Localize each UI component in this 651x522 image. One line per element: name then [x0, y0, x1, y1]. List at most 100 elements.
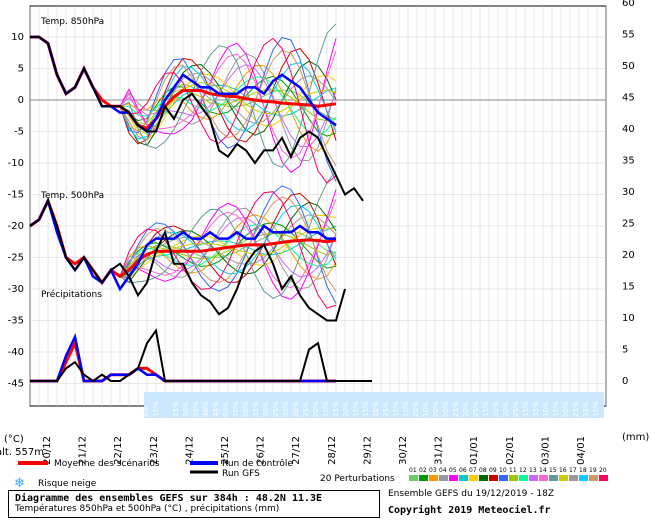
snow-risk-value: 15% [582, 401, 590, 417]
snow-risk-value: 10% [422, 401, 430, 417]
left-tick-label: -40 [8, 347, 24, 358]
snow-risk-value: 70% [232, 401, 240, 417]
snow-risk-value: 20% [432, 401, 440, 417]
right-tick-label: 40 [622, 124, 635, 135]
left-tick-label: -20 [8, 221, 24, 232]
panel-title-850: Temp. 850hPa [40, 17, 104, 27]
snow-risk-value: 25% [382, 401, 390, 417]
snow-risk-value: 20% [412, 401, 420, 417]
perturbation-swatch [529, 475, 538, 481]
series-line-850 [30, 36, 364, 202]
perturbation-number: 09 [489, 467, 497, 474]
series-line-precip [30, 328, 372, 383]
perturbation-number: 17 [569, 467, 577, 474]
right-tick-label: 20 [622, 250, 635, 261]
right-tick-label: 30 [622, 187, 635, 198]
right-tick-label: 35 [622, 156, 635, 167]
perturbation-number: 14 [539, 467, 547, 474]
perturbation-number: 11 [509, 467, 517, 474]
main-series-lines [29, 35, 372, 383]
snow-risk-value: 10% [372, 401, 380, 417]
snow-risk-value: 35% [532, 401, 540, 417]
right-tick-label: 5 [622, 345, 628, 356]
x-axis-labels: 20/12 21/12 22/12 23/12 24/12 25/12 26/12 27/12… [42, 436, 587, 465]
snow-risk-value: 60% [222, 401, 230, 417]
x-tick-label: 04/01 [576, 436, 587, 465]
x-tick-label: 23/12 [149, 436, 160, 465]
perturbation-number: 15 [549, 467, 557, 474]
perturbation-swatch [489, 475, 498, 481]
snow-risk-value: 30% [182, 401, 190, 417]
snow-risk-value: 25% [472, 401, 480, 417]
footer-box: Diagramme des ensembles GEFS sur 384h : … [8, 490, 380, 518]
panel-title-500: Temp. 500hPa [40, 191, 104, 201]
snow-risk-value: 25% [572, 401, 580, 417]
left-axis-unit: (°C) [4, 434, 24, 445]
left-tick-label: -15 [8, 190, 24, 201]
left-tick-label: 5 [18, 64, 24, 75]
perturbations-count: 20 Perturbations [320, 474, 395, 484]
snow-risk-value: 30% [292, 401, 300, 417]
perturbation-swatch [429, 475, 438, 481]
grid [29, 6, 607, 406]
x-tick-label: 26/12 [256, 436, 267, 465]
snow-risk-value: 15% [392, 401, 400, 417]
footer-ensemble: Ensemble GEFS du 19/12/2019 - 18Z [388, 489, 554, 499]
perturbation-swatch [409, 475, 418, 481]
perturbation-number: 06 [459, 467, 467, 474]
right-tick-label: 25 [622, 219, 635, 230]
left-tick-label: -30 [8, 284, 24, 295]
perturbation-swatch [549, 475, 558, 481]
snow-risk-band [144, 392, 604, 418]
snowflake-icon: ❄ [14, 476, 25, 488]
snow-risk-value: 15% [552, 401, 560, 417]
x-tick-label: 22/12 [113, 436, 124, 465]
x-tick-label: 20/12 [42, 436, 53, 465]
snow-risk-value: 40% [202, 401, 210, 417]
perturbation-swatch [459, 475, 468, 481]
x-tick-label: 01/01 [469, 436, 480, 465]
perturbation-number: 01 [409, 467, 417, 474]
snow-risk-value: 10% [322, 401, 330, 417]
snow-risk-value: 35% [252, 401, 260, 417]
snow-risk-value: 15% [152, 401, 160, 417]
perturbation-swatch [509, 475, 518, 481]
right-tick-label: 45 [622, 93, 635, 104]
perturbation-legend: 01 02 03 04 05 06 07 08 09 10 11 12 13 14 15 16 17 18 19 20 [409, 467, 608, 481]
x-tick-label: 29/12 [362, 436, 373, 465]
snow-risk-value: 45% [212, 401, 220, 417]
legend-gfs-label: Run GFS [222, 469, 260, 479]
snow-risk-value: 25% [272, 401, 280, 417]
snow-risk-value: 15% [482, 401, 490, 417]
left-tick-label: -5 [14, 127, 24, 138]
snow-risk-value: 25% [302, 401, 310, 417]
perturbation-number: 08 [479, 467, 487, 474]
right-tick-label: 50 [622, 61, 635, 72]
snow-risk-value: 20% [442, 401, 450, 417]
perturbation-number: 02 [419, 467, 427, 474]
snow-risk-value: 50% [242, 401, 250, 417]
left-tick-label: -35 [8, 316, 24, 327]
snow-risk-value: 15% [352, 401, 360, 417]
right-tick-label: 0 [622, 376, 628, 387]
right-axis-unit: (mm) [622, 432, 649, 443]
snow-risk-value: 20% [342, 401, 350, 417]
right-tick-label: 60 [622, 0, 635, 9]
snow-risk-value: 35% [192, 401, 200, 417]
right-tick-label: 55 [622, 30, 635, 41]
snow-risk-value: 30% [282, 401, 290, 417]
snow-risk-value: 15% [332, 401, 340, 417]
perturbation-swatch [419, 475, 428, 481]
x-tick-label: 31/12 [434, 436, 445, 465]
snow-risk-value: 25% [512, 401, 520, 417]
perturbation-swatch [599, 475, 608, 481]
perturbation-swatch [579, 475, 588, 481]
footer-copyright: Copyright 2019 Meteociel.fr [388, 505, 551, 516]
perturbation-number: 20 [599, 467, 607, 474]
x-tick-label: 03/01 [540, 436, 551, 465]
left-tick-label: -10 [8, 158, 24, 169]
perturbation-swatch [539, 475, 548, 481]
snow-risk-value: 20% [462, 401, 470, 417]
snow-risk-value: 15% [522, 401, 530, 417]
